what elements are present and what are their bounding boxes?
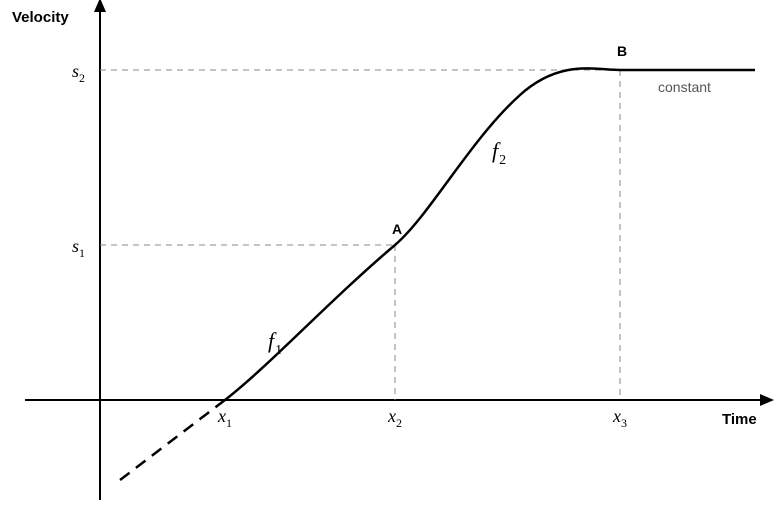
point-a-label: A: [392, 221, 402, 237]
curve-f2: [395, 68, 620, 245]
curve-f1-extension: [120, 400, 225, 480]
tick-s1: s1: [72, 236, 85, 260]
y-axis-arrow-icon: [94, 0, 106, 12]
curve-f2-label: f2: [492, 138, 506, 168]
x-axis-arrow-icon: [760, 394, 774, 406]
tick-x1: x1: [217, 406, 232, 430]
y-tick-labels: s1 s2: [72, 61, 85, 260]
gridlines: [100, 70, 620, 400]
x-tick-labels: x1 x2 x3: [217, 406, 627, 430]
tick-x2: x2: [387, 406, 402, 430]
tick-x3: x3: [612, 406, 627, 430]
constant-label: constant: [658, 79, 711, 95]
y-axis-label: Velocity: [12, 9, 69, 26]
tick-s2: s2: [72, 61, 85, 85]
velocity-time-chart: Velocity Time x1 x2 x3 s1 s2: [0, 0, 778, 511]
curve-f1: [225, 245, 395, 400]
point-b-label: B: [617, 43, 627, 59]
x-axis-label: Time: [722, 411, 757, 428]
curve-f1-label: f1: [268, 328, 282, 358]
